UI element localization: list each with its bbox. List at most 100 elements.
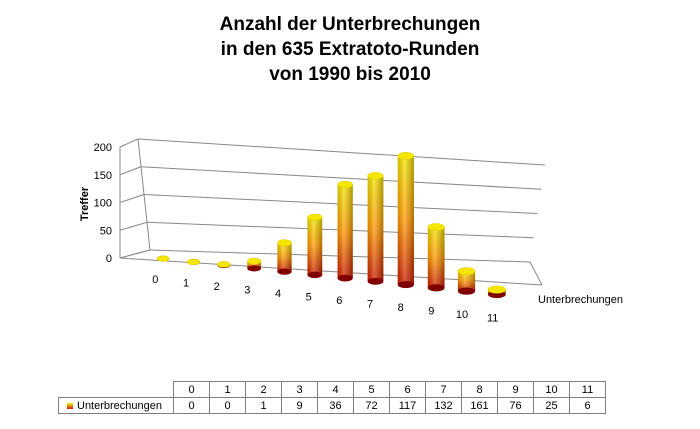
bar-base xyxy=(367,277,384,285)
wall-left-back xyxy=(137,138,151,251)
y-tick-label: 150 xyxy=(94,170,112,182)
bar-category-11 xyxy=(487,285,506,299)
table-value-cell: 72 xyxy=(353,397,390,414)
x-tick-label: 9 xyxy=(428,305,434,317)
bar-top xyxy=(427,223,445,231)
table-header-cell: 3 xyxy=(281,381,318,398)
floor-right-edge xyxy=(529,261,543,286)
chart-title-line-1: Anzahl der Unterbrechungen xyxy=(219,14,481,35)
table-header-cell: 11 xyxy=(569,381,606,398)
bar-base xyxy=(427,284,445,292)
y-tick-label: 100 xyxy=(94,198,112,210)
bar-base xyxy=(457,287,476,295)
y-axis-title: Treffer xyxy=(79,186,91,221)
bar-shading xyxy=(457,271,476,292)
bar-category-8 xyxy=(397,152,415,289)
table-value-cell: 25 xyxy=(533,397,570,414)
labels-layer: 0 50 100 150 200 Treffer Unterbrechungen 0 1 2 3 4 5… xyxy=(79,142,623,324)
bar-top xyxy=(186,258,201,266)
bar-category-7 xyxy=(367,172,384,285)
table-header-cell: 5 xyxy=(353,381,390,398)
gridline-back xyxy=(140,166,542,190)
table-value-cell: 117 xyxy=(389,397,426,414)
table-value-cell: 36 xyxy=(317,397,354,414)
bar-category-3 xyxy=(247,257,262,272)
bar-top xyxy=(156,255,170,262)
x-tick-label: 11 xyxy=(487,312,498,324)
bar-top xyxy=(397,152,415,160)
legend-label: Unterbrechungen xyxy=(77,399,163,412)
table-value-cell: 0 xyxy=(173,397,210,414)
bar-shading xyxy=(397,155,414,285)
table-header-cell: 10 xyxy=(533,381,570,398)
table-header-cell: 2 xyxy=(245,381,282,398)
bar-top xyxy=(457,267,476,276)
data-table-series-row: Unterbrechungen 0 0 1 9 36 72 117 132 16… xyxy=(58,397,606,414)
y-tick-label: 200 xyxy=(94,142,112,154)
x-tick-label: 3 xyxy=(244,284,250,296)
bar-shading xyxy=(247,261,262,269)
bar-base xyxy=(307,271,323,279)
chart-title: Anzahl der Unterbrechungen in den 635 Ex… xyxy=(0,12,700,87)
table-header-cell: 8 xyxy=(461,381,498,398)
bar-category-1 xyxy=(186,258,201,266)
chart-plot: 0 50 100 150 200 Treffer Unterbrechungen 0 1 2 3 4 5… xyxy=(79,138,623,324)
legend-key xyxy=(67,402,73,409)
chart-title-line-3: von 1990 bis 2010 xyxy=(269,64,431,85)
table-value-cell: 6 xyxy=(569,397,606,414)
table-value-cell: 76 xyxy=(497,397,534,414)
bar-top xyxy=(337,180,354,189)
table-header-cell: 7 xyxy=(425,381,462,398)
bar-top xyxy=(277,239,292,247)
x-tick-label: 1 xyxy=(183,277,189,289)
x-tick-label: 7 xyxy=(367,298,373,310)
gridline-left xyxy=(119,194,145,203)
gridline-back xyxy=(137,138,546,166)
data-table-header-row: 0 1 2 3 4 5 6 7 8 9 10 11 xyxy=(59,381,606,398)
table-header-cell: 4 xyxy=(317,381,354,398)
chart-title-line-2: in den 635 Extratoto-Runden xyxy=(220,39,480,60)
x-tick-label: 4 xyxy=(275,288,281,300)
table-header-cell: 6 xyxy=(389,381,426,398)
bar-category-0 xyxy=(156,255,170,262)
gridline-left xyxy=(119,221,148,231)
bar-top xyxy=(367,172,384,180)
bar-top xyxy=(216,261,231,268)
floor-left-edge xyxy=(119,249,151,259)
y-tick-label: 50 xyxy=(100,225,112,237)
bar-shading xyxy=(337,184,353,279)
table-header-cell: 0 xyxy=(173,381,210,398)
y-tick-label: 0 xyxy=(106,253,112,265)
bars-layer xyxy=(156,152,506,299)
bar-category-4 xyxy=(277,239,292,275)
x-tick-label: 8 xyxy=(398,302,404,314)
x-tick-label: 6 xyxy=(336,295,342,307)
bar-base xyxy=(337,274,353,282)
x-axis-title: Unterbrechungen xyxy=(538,294,623,306)
bar-category-6 xyxy=(337,180,354,282)
bar-base xyxy=(277,268,292,275)
x-tick-label: 5 xyxy=(306,291,312,303)
table-header-cell: 9 xyxy=(497,381,534,398)
table-header-cell: 1 xyxy=(209,381,246,398)
bar-category-9 xyxy=(427,223,445,292)
bar-base xyxy=(397,281,414,289)
bar-shading xyxy=(427,227,445,288)
bar-shading xyxy=(367,175,384,282)
x-tick-label: 0 xyxy=(152,274,158,286)
table-value-cell: 161 xyxy=(461,397,498,414)
gridline-left xyxy=(119,138,139,148)
data-table: 0 1 2 3 4 5 6 7 8 9 10 11 Unterbrechunge… xyxy=(58,381,606,414)
bar-top xyxy=(247,257,262,265)
x-tick-label: 10 xyxy=(456,309,468,321)
bar-category-5 xyxy=(307,213,323,279)
bar-top xyxy=(307,213,323,221)
bar-base xyxy=(247,265,262,272)
bar-category-10 xyxy=(457,267,476,295)
bar-shading xyxy=(277,242,292,272)
bar-shading xyxy=(307,217,323,275)
table-value-cell: 132 xyxy=(425,397,462,414)
table-value-cell: 9 xyxy=(281,397,318,414)
table-value-cell: 1 xyxy=(245,397,282,414)
